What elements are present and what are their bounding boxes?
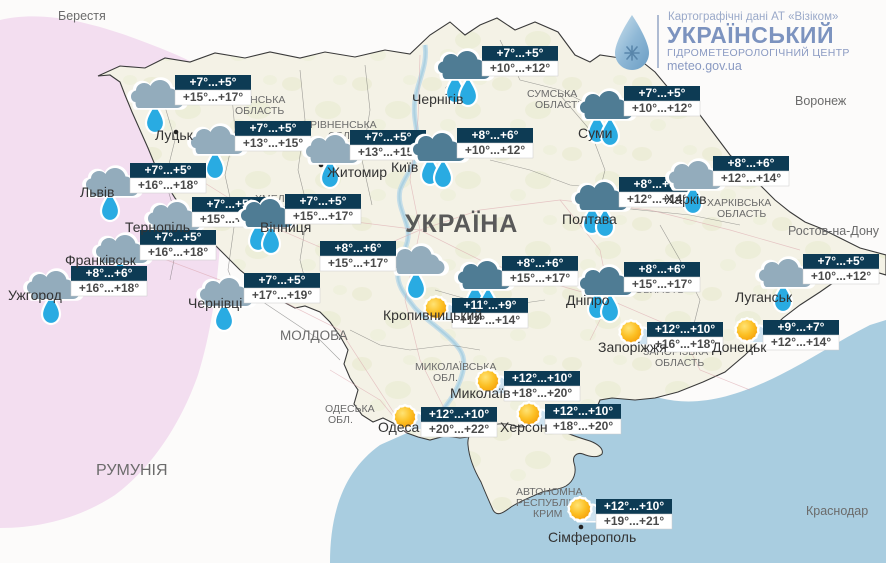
svg-text:+8°...+6°: +8°...+6° (639, 262, 686, 276)
svg-text:+7°...+5°: +7°...+5° (190, 75, 237, 89)
svg-text:+9°...+7°: +9°...+7° (778, 320, 825, 334)
svg-text:+12°...+10°: +12°...+10° (655, 322, 716, 336)
svg-text:+15°...+17°: +15°...+17° (328, 256, 389, 270)
svg-text:Запоріжжя: Запоріжжя (598, 339, 667, 355)
svg-text:Донецьк: Донецьк (712, 339, 767, 355)
svg-text:+7°...+5°: +7°...+5° (497, 46, 544, 60)
svg-text:Ужгород: Ужгород (8, 287, 62, 303)
svg-text:+8°...+6°: +8°...+6° (728, 156, 775, 170)
svg-text:+18°...+20°: +18°...+20° (512, 386, 573, 400)
svg-text:Луцьк: Луцьк (155, 127, 194, 143)
svg-text:+10°...+12°: +10°...+12° (490, 61, 551, 75)
svg-text:+7°...+5°: +7°...+5° (639, 86, 686, 100)
svg-text:+12°...+10°: +12°...+10° (429, 407, 490, 421)
svg-text:+7°...+5°: +7°...+5° (259, 273, 306, 287)
svg-text:+13°...+15°: +13°...+15° (243, 136, 304, 150)
svg-text:+15°...+17°: +15°...+17° (510, 271, 571, 285)
svg-text:ОБЛ.: ОБЛ. (433, 372, 458, 384)
svg-text:+7°...+5°: +7°...+5° (250, 121, 297, 135)
svg-text:ОБЛАСТЬ: ОБЛАСТЬ (235, 105, 284, 117)
svg-text:Дніпро: Дніпро (566, 292, 610, 308)
svg-text:+10°...+12°: +10°...+12° (811, 269, 872, 283)
svg-text:ОБЛАСТЬ: ОБЛАСТЬ (717, 208, 766, 220)
svg-text:+16°...+18°: +16°...+18° (79, 281, 140, 295)
svg-text:+8°...+6°: +8°...+6° (335, 241, 382, 255)
svg-text:ОБЛ.: ОБЛ. (328, 414, 353, 426)
svg-text:+17°...+19°: +17°...+19° (252, 288, 313, 302)
svg-text:+8°...+6°: +8°...+6° (517, 256, 564, 270)
svg-text:Берестя: Берестя (58, 9, 106, 23)
svg-text:Краснодар: Краснодар (806, 504, 868, 518)
svg-text:+12°...+10°: +12°...+10° (553, 404, 614, 418)
svg-text:+8°...+6°: +8°...+6° (472, 128, 519, 142)
svg-text:РУМУНІЯ: РУМУНІЯ (96, 462, 168, 479)
svg-text:Франківськ: Франківськ (65, 252, 137, 268)
svg-text:УКРАЇНСЬКИЙ: УКРАЇНСЬКИЙ (667, 21, 834, 48)
svg-text:+12°...+14°: +12°...+14° (721, 171, 782, 185)
svg-text:+16°...+18°: +16°...+18° (138, 178, 199, 192)
svg-text:+18°...+20°: +18°...+20° (553, 419, 614, 433)
svg-text:Чернівці: Чернівці (188, 295, 242, 311)
svg-text:Тернопіль: Тернопіль (125, 219, 190, 235)
svg-text:+7°...+5°: +7°...+5° (300, 194, 347, 208)
svg-text:+10°...+12°: +10°...+12° (465, 143, 526, 157)
svg-text:+20°...+22°: +20°...+22° (429, 422, 490, 436)
svg-text:+7°...+5°: +7°...+5° (818, 254, 865, 268)
svg-text:Вінниця: Вінниця (260, 219, 311, 235)
svg-text:Київ: Київ (391, 159, 418, 175)
svg-text:УКРАЇНА: УКРАЇНА (405, 210, 518, 238)
svg-text:Ростов-на-Дону: Ростов-на-Дону (788, 224, 880, 238)
svg-text:Харків: Харків (665, 191, 707, 207)
svg-text:+10°...+12°: +10°...+12° (632, 101, 693, 115)
svg-text:+12°...+14°: +12°...+14° (771, 335, 832, 349)
svg-text:+15°...+17°: +15°...+17° (632, 277, 693, 291)
svg-text:+19°...+21°: +19°...+21° (604, 514, 665, 528)
svg-text:КРИМ: КРИМ (533, 508, 562, 520)
svg-text:+12°...+10°: +12°...+10° (604, 499, 665, 513)
svg-text:Чернігів: Чернігів (412, 91, 463, 107)
svg-text:МОЛДОВА: МОЛДОВА (280, 328, 348, 343)
svg-text:Херсон: Херсон (500, 419, 548, 435)
svg-text:ОБЛАСТЬ: ОБЛАСТЬ (655, 357, 704, 369)
svg-text:+7°...+5°: +7°...+5° (145, 163, 192, 177)
svg-text:Житомир: Житомир (327, 164, 387, 180)
svg-text:Сімферополь: Сімферополь (548, 529, 636, 545)
svg-text:Луганськ: Луганськ (735, 289, 793, 305)
svg-text:Суми: Суми (578, 125, 612, 141)
svg-text:Миколаїв: Миколаїв (450, 385, 511, 401)
svg-text:+15°...+17°: +15°...+17° (183, 90, 244, 104)
svg-text:+12°...+10°: +12°...+10° (512, 371, 573, 385)
svg-text:ГІДРОМЕТЕОРОЛОГІЧНИЙ ЦЕНТР: ГІДРОМЕТЕОРОЛОГІЧНИЙ ЦЕНТР (667, 46, 850, 59)
svg-text:+16°...+18°: +16°...+18° (148, 245, 209, 259)
svg-text:Воронеж: Воронеж (795, 94, 847, 108)
svg-text:meteo.gov.ua: meteo.gov.ua (667, 59, 742, 73)
svg-text:+8°...+6°: +8°...+6° (86, 266, 133, 280)
svg-text:Львів: Львів (80, 184, 114, 200)
svg-text:Одеса: Одеса (378, 419, 420, 435)
svg-text:Кропивницький: Кропивницький (383, 307, 482, 323)
svg-text:+13°...+15°: +13°...+15° (358, 145, 419, 159)
svg-text:+7°...+5°: +7°...+5° (365, 130, 412, 144)
svg-text:Полтава: Полтава (562, 211, 617, 227)
